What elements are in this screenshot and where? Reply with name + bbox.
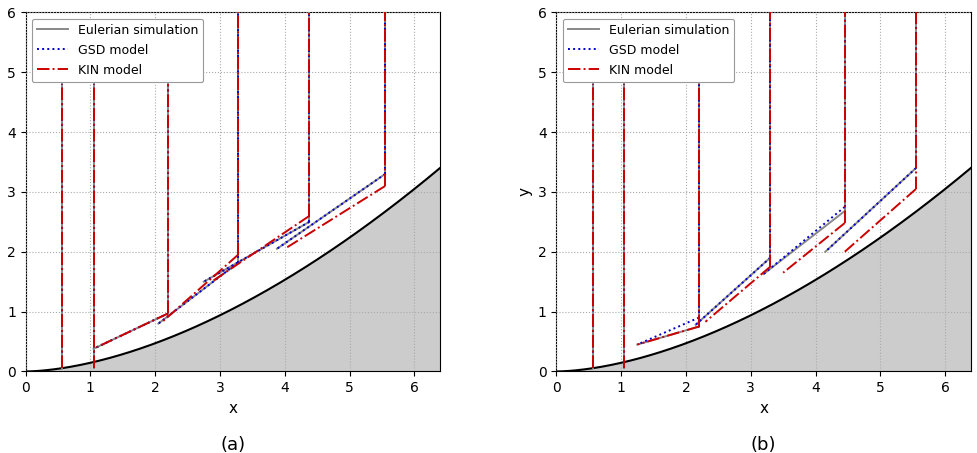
- X-axis label: x: x: [229, 401, 237, 416]
- Text: (a): (a): [220, 436, 245, 453]
- Legend: Eulerian simulation, GSD model, KIN model: Eulerian simulation, GSD model, KIN mode…: [32, 19, 203, 82]
- X-axis label: x: x: [758, 401, 767, 416]
- Text: (b): (b): [750, 436, 776, 453]
- Y-axis label: y: y: [517, 188, 531, 197]
- Legend: Eulerian simulation, GSD model, KIN model: Eulerian simulation, GSD model, KIN mode…: [562, 19, 734, 82]
